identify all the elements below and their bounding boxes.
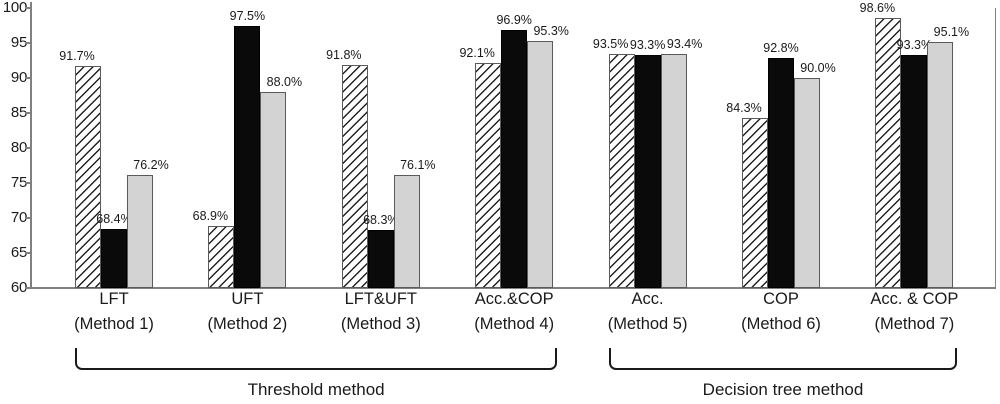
bar-hatched [208,225,235,288]
y-tick-label: 95 [10,34,27,51]
y-tick-label: 90 [10,69,27,86]
bar-hatched [341,65,368,288]
category-label: UFT [231,290,264,308]
y-tick-mark [25,182,30,184]
value-label: 76.2% [133,157,169,172]
category-label: LFT&UFT [344,290,418,308]
category-label: COP [763,290,799,308]
value-label: 92.8% [763,41,799,56]
bar-hatched [475,63,502,288]
bracket-label: Decision tree method [702,380,864,399]
bracket [608,348,958,370]
right-spine [994,8,996,289]
value-label: 90.0% [800,61,836,75]
y-tick-label: 65 [10,244,27,261]
value-label: 93.3% [896,37,933,52]
value-label: 84.3% [726,100,762,115]
value-label: 97.5% [229,8,266,23]
value-label: 68.9% [192,208,229,223]
y-tick-label: 85 [10,104,27,121]
value-label: 91.7% [59,49,95,64]
value-label: 98.6% [859,0,896,15]
method-label: (Method 5) [607,315,688,333]
method-label: (Method 6) [741,315,821,333]
y-tick-label: 70 [10,209,27,226]
value-label: 95.1% [933,25,970,40]
bar-solid-black [768,58,794,288]
y-tick-mark [25,112,30,114]
value-label: 88.0% [266,75,303,89]
bar-solid-gray [260,92,287,288]
method-label: (Method 7) [874,315,955,333]
y-tick-label: 80 [10,139,27,156]
y-tick-mark [25,147,30,149]
value-label: 93.4% [666,37,703,52]
bar-solid-gray [393,175,420,288]
bar-solid-black [234,25,261,288]
bar-solid-black [901,54,928,288]
value-label: 68.4% [96,212,132,227]
bar-solid-gray [794,78,820,288]
value-label: 92.1% [459,46,495,61]
value-label: 76.1% [400,158,436,173]
y-tick-label: 100 [2,0,27,16]
bar-hatched [875,17,902,288]
value-label: 93.3% [629,37,666,52]
y-tick-mark [25,77,30,79]
bar-solid-black [101,229,127,288]
bar-hatched [75,66,101,288]
bracket-label: Threshold method [247,380,385,399]
y-tick-label: 60 [10,279,27,296]
method-label: (Method 4) [474,315,555,333]
y-axis-line [30,2,32,289]
value-label: 93.5% [592,36,629,51]
bar-solid-gray [527,40,554,288]
y-tick-mark [25,7,30,9]
method-label: (Method 1) [74,315,154,333]
category-label: Acc.&COP [474,290,554,308]
bar-solid-gray [660,54,687,288]
value-label: 91.8% [326,48,362,63]
y-tick-mark [25,287,30,289]
bar-solid-black [501,29,528,288]
x-axis-line [30,287,996,289]
method-label: (Method 3) [340,315,421,333]
value-label: 95.3% [533,23,569,38]
y-tick-mark [25,217,30,219]
bar-solid-black [367,229,394,288]
bracket [75,348,558,370]
value-label: 96.9% [496,12,532,27]
method-label: (Method 2) [207,315,288,333]
bar-hatched [742,117,768,288]
category-label: LFT [99,290,129,308]
bar-solid-black [634,54,661,288]
category-label: Acc. & COP [870,290,959,308]
y-tick-mark [25,252,30,254]
bar-solid-gray [127,174,153,288]
y-tick-mark [25,42,30,44]
value-label: 68.3% [363,212,399,227]
bar-solid-gray [927,42,954,288]
bar-hatched [608,53,635,288]
category-label: Acc. [631,290,664,308]
y-tick-label: 75 [10,174,27,191]
